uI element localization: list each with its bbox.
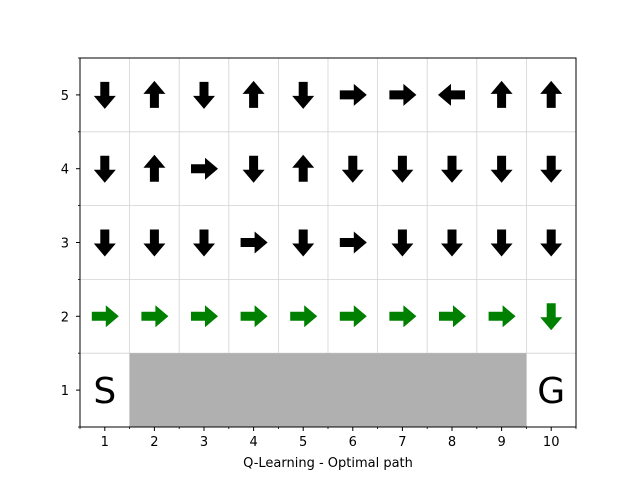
path-arrow-right-4-2 [240, 305, 268, 328]
policy-arrow-down-10-3 [540, 229, 563, 257]
policy-arrow-down-7-4 [391, 155, 414, 183]
policy-arrow-down-5-5 [292, 81, 315, 109]
policy-arrow-down-8-4 [441, 155, 463, 183]
cliff-rect [129, 353, 527, 427]
policy-arrow-down-9-4 [490, 155, 513, 183]
policy-arrow-right-6-5 [339, 83, 367, 106]
policy-arrow-up-2-5 [143, 80, 166, 108]
path-arrow-right-2-2 [141, 305, 169, 328]
y-tick-label: 3 [61, 237, 69, 252]
y-tick-label: 4 [61, 163, 69, 178]
y-tick-label: 2 [61, 310, 69, 325]
x-tick-label: 3 [200, 435, 208, 450]
policy-arrow-right-6-3 [339, 231, 367, 254]
policy-arrow-up-9-5 [490, 80, 513, 108]
policy-arrow-up-5-4 [292, 154, 315, 182]
policy-arrow-up-2-4 [143, 154, 166, 182]
y-tick-label: 1 [61, 384, 69, 399]
x-tick-label: 4 [249, 435, 257, 450]
policy-arrow-down-9-3 [490, 229, 513, 257]
policy-arrow-up-4-5 [242, 80, 265, 108]
policy-arrow-right-7-5 [389, 83, 417, 106]
policy-arrows [91, 80, 563, 331]
path-arrow-right-5-2 [290, 305, 318, 328]
policy-arrow-down-5-3 [292, 229, 315, 257]
cell-label-s: S [93, 371, 116, 412]
x-axis-label: Q-Learning - Optimal path [243, 456, 413, 471]
policy-arrow-up-10-5 [540, 80, 563, 108]
path-arrow-right-8-2 [439, 305, 466, 328]
policy-arrow-right-4-3 [240, 231, 268, 254]
x-tick-label: 7 [398, 435, 406, 450]
x-tick-label: 6 [349, 435, 357, 450]
policy-arrow-down-2-3 [143, 229, 166, 257]
policy-arrow-down-3-3 [193, 229, 215, 257]
policy-arrow-down-7-3 [391, 229, 414, 257]
path-arrow-right-1-2 [91, 305, 119, 328]
path-arrow-right-9-2 [488, 305, 516, 328]
axis-ticks: 1 2 3 4 5 6 7 8 9 10 1 2 3 4 5 [61, 57, 577, 450]
policy-arrow-down-1-3 [93, 229, 116, 257]
path-arrow-down-10-2 [540, 303, 563, 331]
policy-arrow-left-8-5 [438, 83, 465, 106]
cliff-region [129, 353, 527, 427]
y-tick-label: 5 [61, 89, 69, 104]
policy-arrow-down-3-5 [193, 81, 215, 109]
x-tick-label: 8 [448, 435, 456, 450]
x-tick-label: 1 [101, 435, 109, 450]
x-tick-label: 2 [150, 435, 158, 450]
path-arrow-right-7-2 [389, 305, 417, 328]
policy-arrow-down-1-4 [93, 155, 116, 183]
policy-arrow-down-4-4 [242, 155, 265, 183]
x-tick-label: 5 [299, 435, 307, 450]
policy-arrow-down-6-4 [341, 155, 364, 183]
path-arrow-right-3-2 [191, 305, 218, 328]
cell-label-g: G [537, 371, 565, 412]
x-tick-label: 10 [543, 435, 560, 450]
policy-arrow-down-8-3 [441, 229, 463, 257]
policy-arrow-down-1-5 [93, 81, 116, 109]
policy-arrow-down-10-4 [540, 155, 563, 183]
path-arrow-right-6-2 [339, 305, 367, 328]
x-tick-label: 9 [497, 435, 505, 450]
policy-arrow-right-3-4 [191, 157, 218, 180]
